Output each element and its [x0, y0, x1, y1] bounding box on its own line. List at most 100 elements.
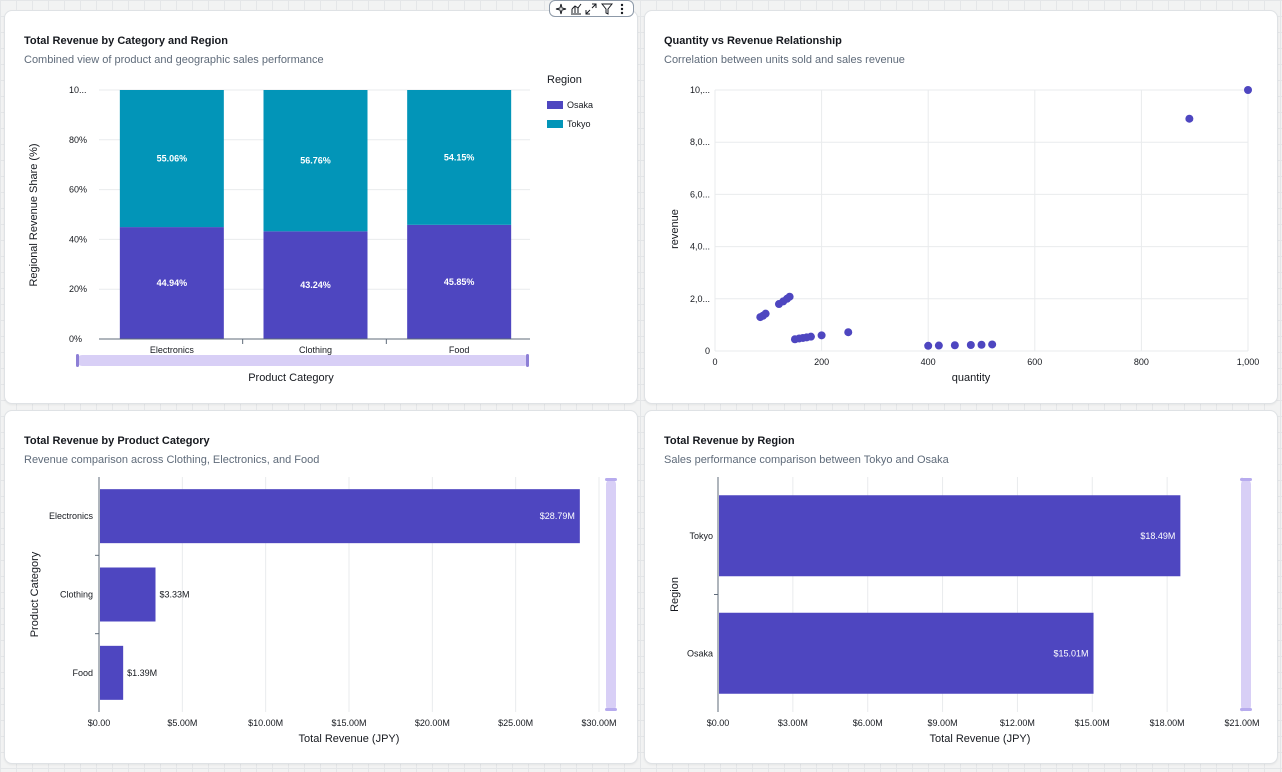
stacked-bar-chart: 0% 20% 40% 60% 80% 10... 44.94% 55.06% Electroni…: [28, 85, 530, 384]
y-tick-label: 0: [705, 346, 710, 356]
bar-electronics: [100, 489, 580, 544]
scatter-point: [1185, 114, 1194, 123]
legend-label-osaka: Osaka: [567, 100, 594, 110]
scatter-point: [1244, 86, 1252, 94]
expand-icon[interactable]: [584, 2, 598, 16]
chart-title: Total Revenue by Product Category: [24, 435, 210, 447]
y-axis-title: Product Category: [29, 551, 41, 637]
chart-card-quantity-revenue[interactable]: Quantity vs Revenue Relationship Correla…: [644, 10, 1278, 404]
scatter-point: [761, 309, 770, 318]
scrollbar-handle-bottom: [605, 708, 617, 711]
scrollbar-handle-top: [605, 478, 617, 481]
y-tick-label: 20%: [69, 284, 87, 294]
data-label: 45.85%: [444, 277, 475, 287]
y-tick-label: Electronics: [49, 511, 94, 521]
horizontal-bar-chart: $0.00 $5.00M $10.00M $15.00M $20.00M $25.00M $…: [29, 477, 617, 745]
y-axis-title: Regional Revenue Share (%): [28, 143, 40, 286]
sparkle-icon[interactable]: [554, 2, 568, 16]
x-tick-label: $20.00M: [415, 718, 450, 728]
x-axis-title: quantity: [952, 372, 991, 384]
x-axis-title: Product Category: [248, 372, 334, 384]
scatter-point: [785, 292, 794, 301]
bar-segment-tokyo: [407, 90, 512, 225]
legend-swatch-tokyo: [547, 120, 563, 128]
scrollbar-handle-top: [1240, 478, 1252, 481]
y-tick-label: Food: [72, 668, 93, 678]
vertical-scrollbar: [606, 479, 616, 711]
chart-title: Total Revenue by Category and Region: [24, 35, 228, 47]
legend-swatch-osaka: [547, 101, 563, 109]
vertical-scrollbar: [1241, 479, 1251, 711]
x-tick-label: $3.00M: [778, 718, 808, 728]
x-tick-label: $5.00M: [167, 718, 197, 728]
y-tick-label: 2,0...: [690, 294, 710, 304]
data-label: $3.33M: [160, 590, 190, 600]
legend-item-osaka[interactable]: Osaka: [547, 100, 593, 110]
chart-card-region[interactable]: Total Revenue by Region Sales performanc…: [644, 410, 1278, 764]
bar-segment-tokyo: [119, 90, 224, 228]
y-tick-label: 0%: [69, 334, 82, 344]
chart-subtitle: Revenue comparison across Clothing, Elec…: [24, 454, 320, 466]
x-tick-label: 200: [814, 357, 829, 367]
data-label: $15.01M: [1054, 648, 1089, 658]
filter-icon[interactable]: [600, 2, 614, 16]
data-label: $1.39M: [127, 668, 157, 678]
visual-toolbar: [549, 0, 634, 17]
scatter-point: [806, 332, 815, 341]
chart-subtitle: Sales performance comparison between Tok…: [664, 454, 949, 466]
bar-clothing: [100, 567, 156, 622]
legend-item-tokyo[interactable]: Tokyo: [547, 119, 593, 129]
chart-subtitle: Combined view of product and geographic …: [24, 54, 324, 66]
chart-card-category-region[interactable]: Total Revenue by Category and Region Com…: [4, 10, 638, 404]
x-tick-label: $10.00M: [248, 718, 283, 728]
x-axis-title: Total Revenue (JPY): [299, 733, 400, 745]
x-tick-label: Electronics: [150, 345, 195, 355]
y-tick-label: Tokyo: [689, 531, 713, 541]
chart-type-icon[interactable]: [569, 2, 583, 16]
x-tick-label: $18.00M: [1150, 718, 1185, 728]
y-tick-label: 40%: [69, 234, 87, 244]
scatter-point: [924, 341, 933, 350]
x-tick-label: $0.00: [707, 718, 730, 728]
scatter-point: [934, 341, 943, 350]
x-tick-label: 800: [1134, 357, 1149, 367]
x-tick-label: $25.00M: [498, 718, 533, 728]
legend: Region Osaka Tokyo: [547, 74, 593, 129]
x-axis-title: Total Revenue (JPY): [930, 733, 1031, 745]
scatter-point: [844, 328, 853, 337]
scatter-point: [950, 341, 959, 350]
y-tick-label: Clothing: [60, 590, 93, 600]
x-tick-label: $15.00M: [331, 718, 366, 728]
bar-segment-osaka: [119, 227, 224, 339]
horizontal-bar-chart: $0.00 $3.00M $6.00M $9.00M $12.00M $15.00M $18…: [669, 477, 1260, 745]
y-tick-label: 4,0...: [690, 242, 710, 252]
bar-osaka: [719, 612, 1094, 694]
chart-card-product-category[interactable]: Total Revenue by Product Category Revenu…: [4, 410, 638, 764]
x-tick-label: 400: [921, 357, 936, 367]
y-tick-label: 6,0...: [690, 189, 710, 199]
scatter-point: [977, 340, 986, 349]
x-tick-label: $6.00M: [853, 718, 883, 728]
scatter-chart: 0 2,0... 4,0... 6,0... 8,0... 10,... 0 200 400 60…: [669, 85, 1260, 384]
scatter-point: [817, 331, 826, 340]
y-tick-label: 60%: [69, 185, 87, 195]
data-label: 55.06%: [157, 154, 188, 164]
legend-title: Region: [547, 74, 582, 86]
chart-title: Total Revenue by Region: [664, 435, 795, 447]
y-tick-label: Osaka: [687, 648, 713, 658]
data-label: $18.49M: [1140, 531, 1175, 541]
y-axis-title: revenue: [669, 209, 681, 249]
scatter-point: [988, 340, 997, 349]
data-label: 54.15%: [444, 152, 475, 162]
data-label: $28.79M: [540, 511, 575, 521]
chart-title: Quantity vs Revenue Relationship: [664, 35, 842, 47]
scrollbar-handle-bottom: [1240, 708, 1252, 711]
data-label: 44.94%: [157, 278, 188, 288]
more-icon[interactable]: [615, 2, 629, 16]
x-tick-label: $15.00M: [1075, 718, 1110, 728]
scrollbar-handle-left: [76, 354, 79, 367]
x-tick-label: 1,000: [1237, 357, 1260, 367]
bar-segment-osaka: [263, 231, 368, 339]
bar-food: [100, 645, 124, 700]
scrollbar-handle-right: [526, 354, 529, 367]
